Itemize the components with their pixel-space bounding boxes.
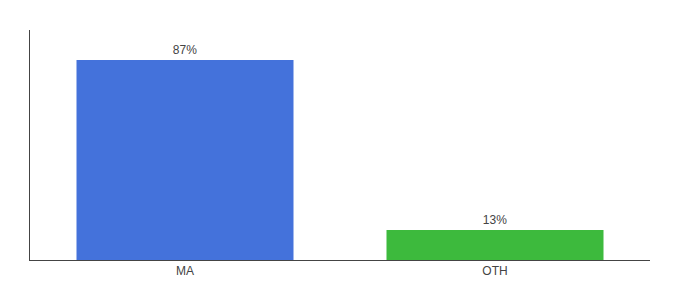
svg-text:87%: 87%: [173, 43, 197, 57]
svg-text:OTH: OTH: [482, 264, 507, 278]
svg-text:13%: 13%: [483, 213, 507, 227]
svg-text:MA: MA: [176, 264, 194, 278]
